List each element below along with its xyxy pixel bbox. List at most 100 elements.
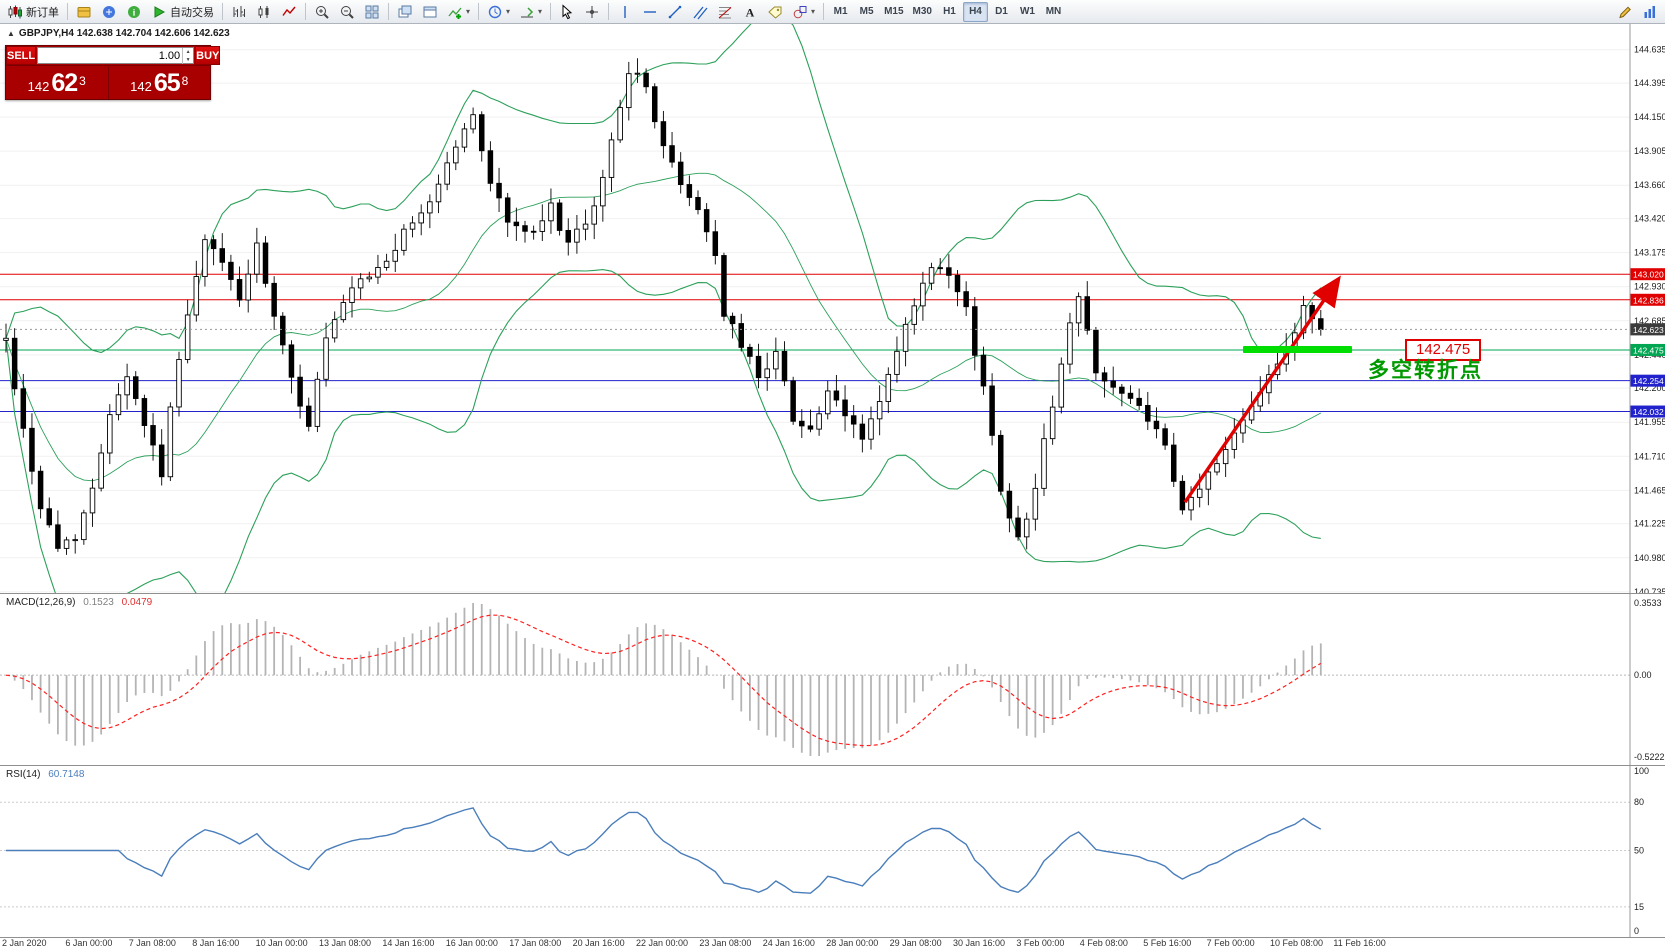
rsi-axis[interactable]: 100 80 50 15 0 <box>1634 766 1649 936</box>
price-axis-label: 144.395 <box>1634 78 1665 88</box>
tile-windows-button[interactable] <box>360 1 384 22</box>
price-axis-label: 141.955 <box>1634 417 1665 427</box>
svg-text:142.836: 142.836 <box>1633 295 1664 305</box>
volume-down-icon[interactable]: ▼ <box>185 56 191 63</box>
price-chart-panel: 144.635 144.395 144.150 143.905 143.660 143.4… <box>0 24 1665 594</box>
sell-price[interactable]: 142 62 3 <box>6 66 109 99</box>
time-axis-label: 2 Jan 2020 <box>2 938 47 948</box>
market-watch-button[interactable] <box>72 1 96 22</box>
new-window-button[interactable] <box>418 1 442 22</box>
period-button[interactable]: ▾ <box>483 1 514 22</box>
time-axis[interactable]: 2 Jan 2020 6 Jan 00:00 7 Jan 08:00 8 Jan 16… <box>0 938 1665 948</box>
time-axis-label: 10 Feb 08:00 <box>1270 938 1324 948</box>
timeframe-m5-button[interactable]: M5 <box>854 2 879 22</box>
price-axis-label: 143.175 <box>1634 248 1665 258</box>
trendline-button[interactable] <box>663 1 687 22</box>
timeframe-d1-button[interactable]: D1 <box>989 2 1014 22</box>
one-click-trading-widget: SELL ▲ ▼ BUY 142 62 3 142 <box>5 45 221 100</box>
zoom-in-button[interactable] <box>310 1 334 22</box>
timeframe-h1-button[interactable]: H1 <box>937 2 962 22</box>
zoom-out-button[interactable] <box>335 1 359 22</box>
text-label-button[interactable] <box>763 1 787 22</box>
macd-panel: 0.3533 0.00 -0.5222 MACD(12,26,9) 0.1523 0… <box>0 594 1665 766</box>
rsi-name: RSI(14) <box>6 769 41 780</box>
new-order-button-label: 新订单 <box>26 6 59 19</box>
fibonacci-button[interactable] <box>713 1 737 22</box>
sell-button[interactable]: SELL <box>6 46 37 65</box>
buy-button[interactable]: BUY <box>195 46 221 65</box>
price-tag: 142.032 <box>1630 405 1665 418</box>
navigator-button[interactable] <box>122 1 146 22</box>
price-axis-label: 140.735 <box>1634 587 1665 593</box>
crosshair-button[interactable] <box>580 1 604 22</box>
chart-properties-button[interactable] <box>1613 1 1637 22</box>
trend-arrow[interactable] <box>1183 275 1341 504</box>
volume-spinner: ▲ ▼ <box>182 47 193 64</box>
rsi-axis-label: 50 <box>1634 846 1644 856</box>
price-axis-label: 143.905 <box>1634 146 1665 156</box>
timeframe-m1-button[interactable]: M1 <box>828 2 853 22</box>
shapes-icon <box>792 4 808 20</box>
data-window-button[interactable] <box>97 1 121 22</box>
price-axis-label: 141.465 <box>1634 485 1665 495</box>
candlestick-chart-button[interactable] <box>252 1 276 22</box>
macd-axis[interactable]: 0.3533 0.00 -0.5222 <box>1634 598 1665 762</box>
rsi-chart[interactable]: 100 80 50 15 0 <box>0 766 1665 937</box>
macd-chart[interactable]: 0.3533 0.00 -0.5222 <box>0 594 1665 765</box>
newwin-icon <box>422 4 438 20</box>
toolbar-separator <box>478 3 480 20</box>
bb-upper-band <box>5 24 1322 354</box>
horizontal-level-lines[interactable] <box>0 273 1630 413</box>
price-axis-label: 143.660 <box>1634 180 1665 190</box>
line-chart-button[interactable] <box>277 1 301 22</box>
buy-price[interactable]: 142 65 8 <box>109 66 211 99</box>
toolbar-separator <box>67 3 68 20</box>
timeframe-m15-button[interactable]: M15 <box>880 2 907 22</box>
timeframe-h4-button[interactable]: H4 <box>962 1 988 22</box>
price-gridlines <box>0 49 1630 593</box>
vertical-line-button[interactable] <box>613 1 637 22</box>
timeframe-mn-button[interactable]: MN <box>1041 2 1066 22</box>
toolbar-separator <box>305 3 306 20</box>
zoomin-icon <box>314 4 330 20</box>
price-axis[interactable]: 144.635 144.395 144.150 143.905 143.660 143.4… <box>1634 45 1665 593</box>
rsi-axis-label: 0 <box>1634 926 1639 936</box>
timeframe-w1-button[interactable]: W1 <box>1015 2 1040 22</box>
strategy-tester-button[interactable] <box>1638 1 1662 22</box>
time-axis-label: 22 Jan 00:00 <box>636 938 689 948</box>
channel-button[interactable] <box>688 1 712 22</box>
info-icon <box>126 4 142 20</box>
macd-value-signal: 0.0479 <box>121 597 153 608</box>
cursor-button[interactable] <box>555 1 579 22</box>
volume-up-icon[interactable]: ▲ <box>185 48 191 55</box>
play-icon <box>151 4 167 20</box>
price-axis-label: 141.710 <box>1634 451 1665 461</box>
cascade-icon <box>397 4 413 20</box>
shapes-button[interactable]: ▾ <box>788 1 819 22</box>
horizontal-line-button[interactable] <box>638 1 662 22</box>
bar-chart-button[interactable] <box>227 1 251 22</box>
auto-scroll-button[interactable]: ▾ <box>515 1 546 22</box>
dropdown-caret-icon: ▾ <box>538 6 543 16</box>
turning-point-note[interactable]: 多空转折点 <box>1368 358 1483 382</box>
time-axis-label: 5 Feb 16:00 <box>1143 938 1192 948</box>
hline-icon <box>642 4 658 20</box>
cascade-windows-button[interactable] <box>393 1 417 22</box>
text-button[interactable] <box>738 1 762 22</box>
time-axis-label: 8 Jan 16:00 <box>192 938 240 948</box>
new-order-button[interactable]: 新订单 <box>3 1 63 22</box>
price-chart[interactable]: 144.635 144.395 144.150 143.905 143.660 143.4… <box>0 24 1665 593</box>
level-price-label[interactable]: 142.475 <box>1405 338 1482 361</box>
autotrading-button[interactable]: 自动交易 <box>147 1 218 22</box>
price-tag: 142.836 <box>1630 293 1665 306</box>
support-highlight-bar[interactable] <box>1243 346 1352 354</box>
toolbar-separator <box>388 3 389 20</box>
macd-value-main: 0.1523 <box>83 597 114 608</box>
volume-field: ▲ ▼ <box>37 47 195 64</box>
time-axis-label: 3 Feb 00:00 <box>1016 938 1065 948</box>
volume-input[interactable] <box>38 49 183 62</box>
svg-text:142.032: 142.032 <box>1633 407 1664 417</box>
add-indicator-button[interactable]: ▾ <box>443 1 474 22</box>
timeframe-m30-button[interactable]: M30 <box>909 2 936 22</box>
toolbar-right-group <box>1613 1 1662 22</box>
